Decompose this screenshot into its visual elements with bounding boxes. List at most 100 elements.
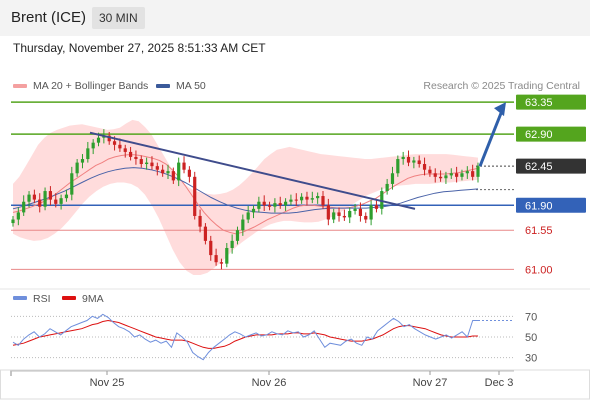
candle-body [91,142,95,149]
chart-datetime: Thursday, November 27, 2025 8:51:33 AM C… [13,41,266,55]
candle-body [187,169,191,177]
candle-body [283,201,288,206]
candle-body [337,212,341,216]
legend-ma50: MA 50 [156,80,206,92]
candle-body [348,210,352,218]
bollinger-band [13,119,478,276]
candle-body [246,212,250,220]
candle-body [22,201,26,213]
trendline [89,131,416,210]
candle-body [262,201,266,206]
candle-body [465,171,469,174]
candle-body [27,194,31,202]
candle-body [118,144,122,149]
candle-body [193,176,197,216]
candle-body [86,148,90,160]
candle-body [145,162,149,165]
candle-body [214,255,218,263]
candle-body [128,151,133,157]
candle-body [59,198,63,204]
ma50-line [12,167,479,214]
candle-body [422,164,427,170]
candle-body [364,215,368,220]
candle-body [230,240,234,248]
candle-body [177,162,181,181]
candle-body [316,196,320,199]
candle-body [182,162,186,170]
x-tick-label-1: Nov 26 [252,377,287,389]
legend-ma20-bollinger: MA 20 + Bollinger Bands [13,80,148,92]
x-tick-label-2: Nov 27 [413,377,448,389]
candle-body [198,215,202,227]
candle-body [401,156,405,160]
candle-body [134,156,138,160]
candle-body [374,205,379,209]
candle-body [155,166,159,170]
candle-body [289,199,293,202]
level-label-1: 62.90 [525,129,553,141]
level-label-box-0 [516,94,586,110]
rsi-tick-50: 50 [525,332,537,344]
candle-body [171,171,175,181]
rsi-ma-legend-label: 9MA [82,293,104,305]
rsi-tick-70: 70 [525,311,537,323]
candle-body [235,230,240,241]
candle-body [166,171,170,174]
level-label-5: 61.00 [525,264,553,276]
forecast-arrow-shaft [478,107,505,167]
level-label-box-3 [516,197,586,213]
legend-label-ma50: MA 50 [176,80,206,92]
candle-body [305,196,309,200]
candle-body [332,212,336,220]
candle-body [64,194,69,199]
copyright-text: Research © 2025 Trading Central [423,80,580,92]
candle-body [96,137,101,143]
candle-body [54,199,58,204]
candle-body [251,208,256,213]
candle-body [294,199,298,201]
candle-body [80,159,85,163]
candle-body [417,160,421,165]
candle-body [326,205,330,220]
level-label-3: 61.90 [525,200,553,212]
candles [11,129,480,270]
ma20-line [12,154,479,235]
candle-body [342,215,346,218]
level-label-2: 62.45 [525,161,553,173]
candle-body [455,173,459,177]
candle-body [123,148,127,152]
candle-body [267,205,272,207]
legend-swatch-ma20 [13,84,27,89]
rsi-ma-legend-swatch [62,296,76,300]
candle-body [219,262,224,264]
candle-body [321,196,325,206]
candle-body [406,156,411,163]
forecast-arrow-head [494,102,506,117]
candle-body [358,208,363,216]
candle-body [203,226,208,241]
candle-body [428,169,432,174]
candle-body [48,191,53,200]
legend-label-ma20: MA 20 + Bollinger Bands [33,80,149,92]
candle-body [460,173,464,177]
candle-body [161,169,165,174]
legend-swatch-ma50 [156,84,170,89]
candle-body [16,212,20,220]
x-tick-label-0: Nov 25 [90,377,125,389]
candle-body [444,175,448,179]
candle-body [273,203,277,207]
candle-body [225,247,229,264]
candle-body [369,205,373,220]
candle-body [43,191,47,207]
rsi-legend-swatch [13,296,27,300]
candle-body [396,159,400,174]
candle-body [300,196,304,201]
candle-body [476,166,480,177]
level-label-4: 61.55 [525,225,553,237]
level-label-box-1 [516,126,586,142]
candle-body [11,219,15,224]
timeframe-badge[interactable]: 30 MIN [92,7,145,29]
level-label-0: 63.35 [525,97,553,109]
candle-body [310,198,314,200]
